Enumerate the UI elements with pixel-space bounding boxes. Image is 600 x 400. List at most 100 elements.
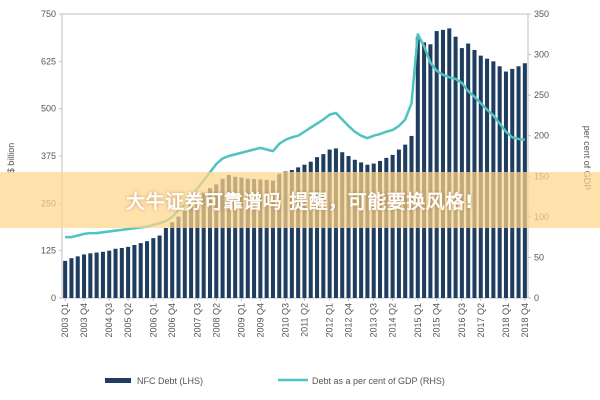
left-axis-title: $ billion — [6, 143, 16, 174]
bar-nfc-debt — [214, 184, 219, 298]
bar-nfc-debt — [239, 177, 244, 298]
bar-nfc-debt — [453, 36, 458, 298]
bar-nfc-debt — [182, 210, 187, 298]
x-tick-label: 2004 Q3 — [104, 303, 114, 338]
x-tick-label: 2015 Q1 — [413, 303, 423, 338]
right-tick-label: 50 — [534, 252, 544, 262]
bar-series-nfc-debt — [63, 28, 527, 299]
overlay-banner: 大牛证券可靠谱吗 提醒，可能要换风格! — [0, 172, 600, 228]
x-tick-label: 2006 Q4 — [167, 303, 177, 338]
bar-nfc-debt — [75, 256, 80, 298]
right-axis-title: per cent of GDP — [582, 126, 592, 191]
bar-nfc-debt — [69, 258, 74, 298]
x-tick-label: 2018 Q4 — [520, 303, 530, 338]
bar-nfc-debt — [296, 167, 301, 298]
bar-nfc-debt — [157, 235, 162, 298]
bar-nfc-debt — [145, 241, 150, 298]
bar-nfc-debt — [283, 171, 288, 298]
bar-nfc-debt — [138, 243, 143, 298]
left-tick-label: 750 — [41, 9, 56, 19]
right-tick-label: 0 — [534, 293, 539, 303]
bar-nfc-debt — [132, 244, 137, 298]
legend: NFC Debt (LHS) Debt as a per cent of GDP… — [105, 376, 445, 386]
legend-swatch-nfc-debt — [105, 378, 131, 383]
bar-nfc-debt — [428, 44, 433, 298]
bar-nfc-debt — [107, 250, 112, 298]
bar-nfc-debt — [466, 43, 471, 298]
x-tick-label: 2003 Q1 — [60, 303, 70, 338]
bar-nfc-debt — [126, 246, 131, 298]
bar-nfc-debt — [308, 161, 313, 298]
bar-nfc-debt — [371, 163, 376, 298]
bar-nfc-debt — [415, 36, 420, 298]
right-tick-label: 250 — [534, 90, 549, 100]
bar-nfc-debt — [119, 248, 124, 298]
x-tick-label: 2011 Q2 — [299, 303, 309, 337]
bar-nfc-debt — [378, 160, 383, 298]
bar-nfc-debt — [163, 227, 168, 298]
x-tick-label: 2018 Q1 — [501, 303, 511, 338]
right-tick-label: 200 — [534, 131, 549, 141]
x-tick-label: 2012 Q4 — [344, 303, 354, 338]
bar-nfc-debt — [100, 251, 105, 298]
right-axis-ticks: 050100150200250300350 — [528, 9, 549, 303]
bar-nfc-debt — [220, 178, 225, 298]
bar-nfc-debt — [359, 162, 364, 298]
x-tick-label: 2009 Q4 — [255, 303, 265, 338]
bar-nfc-debt — [151, 238, 156, 298]
bar-nfc-debt — [189, 204, 194, 298]
x-tick-label: 2016 Q3 — [457, 303, 467, 338]
left-tick-label: 0 — [51, 293, 56, 303]
bar-nfc-debt — [289, 170, 294, 298]
bar-nfc-debt — [94, 252, 99, 298]
bar-nfc-debt — [270, 180, 275, 298]
x-tick-label: 2005 Q2 — [123, 303, 133, 338]
bar-nfc-debt — [82, 254, 87, 298]
bar-nfc-debt — [88, 253, 93, 298]
bar-nfc-debt — [434, 31, 439, 298]
x-tick-label: 2008 Q2 — [211, 303, 221, 338]
bar-nfc-debt — [207, 188, 212, 298]
bar-nfc-debt — [365, 164, 370, 298]
bar-nfc-debt — [226, 174, 231, 298]
left-tick-label: 125 — [41, 246, 56, 256]
x-tick-label: 2007 Q3 — [192, 303, 202, 338]
left-tick-label: 625 — [41, 56, 56, 66]
left-tick-label: 500 — [41, 104, 56, 114]
x-axis-ticks: 2003 Q1 2003 Q4 2004 Q3 2005 Q2 2006 Q1 2006 … — [60, 298, 530, 338]
plot-area-border — [61, 13, 529, 299]
bar-nfc-debt — [201, 192, 206, 298]
left-axis-ticks: 0125250375500625750 — [41, 9, 62, 303]
x-tick-label: 2010 Q3 — [281, 303, 291, 338]
right-tick-label: 350 — [534, 9, 549, 19]
x-tick-label: 2012 Q1 — [325, 303, 335, 338]
bar-nfc-debt — [245, 178, 250, 298]
bar-nfc-debt — [195, 198, 200, 298]
bar-nfc-debt — [264, 179, 269, 298]
bar-nfc-debt — [233, 176, 238, 298]
bar-nfc-debt — [170, 222, 175, 298]
x-tick-label: 2013 Q3 — [369, 303, 379, 338]
bar-nfc-debt — [113, 248, 118, 298]
legend-label-nfc-debt: NFC Debt (LHS) — [137, 376, 203, 386]
bar-nfc-debt — [302, 164, 307, 298]
x-tick-label: 2006 Q1 — [148, 303, 158, 338]
x-tick-label: 2003 Q4 — [79, 303, 89, 338]
bar-nfc-debt — [176, 216, 181, 298]
x-tick-label: 2015 Q4 — [432, 303, 442, 338]
bar-nfc-debt — [422, 42, 427, 299]
x-tick-label: 2009 Q1 — [236, 303, 246, 338]
x-tick-label: 2017 Q2 — [476, 303, 486, 338]
legend-label-debt-gdp: Debt as a per cent of GDP (RHS) — [312, 376, 445, 386]
bar-nfc-debt — [63, 260, 68, 298]
bar-nfc-debt — [277, 173, 282, 298]
bar-nfc-debt — [352, 159, 357, 298]
overlay-banner-text: 大牛证券可靠谱吗 提醒，可能要换风格! — [126, 190, 474, 213]
x-tick-label: 2014 Q2 — [388, 303, 398, 338]
bar-nfc-debt — [447, 28, 452, 298]
right-tick-label: 300 — [534, 50, 549, 60]
bar-nfc-debt — [440, 29, 445, 299]
plot-frame — [61, 13, 529, 299]
bar-nfc-debt — [252, 179, 257, 298]
